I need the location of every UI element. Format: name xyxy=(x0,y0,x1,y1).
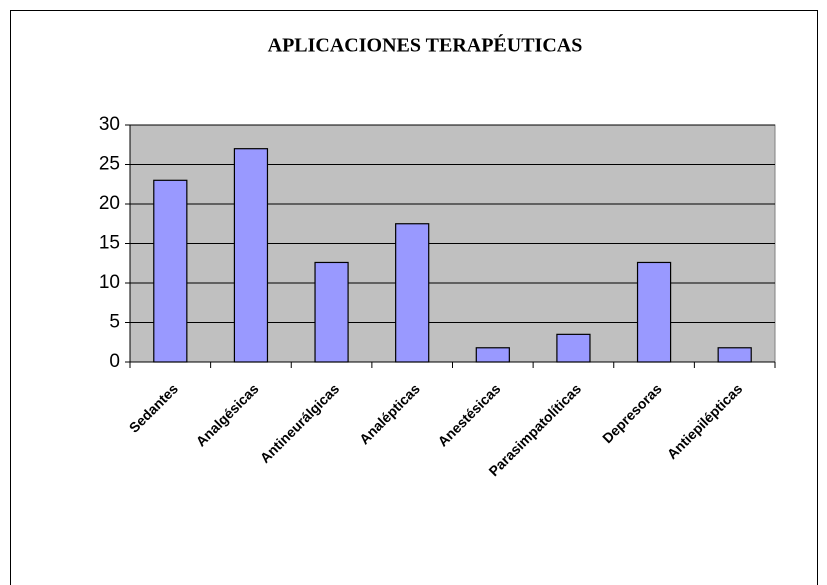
y-tick-label: 20 xyxy=(99,193,120,214)
y-tick-label: 0 xyxy=(109,351,120,372)
y-tick-label: 15 xyxy=(99,233,120,254)
bar xyxy=(395,223,430,363)
y-tick-label: 5 xyxy=(109,312,120,333)
bar xyxy=(153,179,188,363)
y-tick-label: 10 xyxy=(99,272,120,293)
bar xyxy=(556,333,591,363)
bar xyxy=(717,347,752,363)
chart-title: APLICACIONES TERAPÉUTICAS xyxy=(268,34,583,57)
bar xyxy=(475,347,510,363)
bar xyxy=(636,261,672,363)
bar xyxy=(233,148,269,363)
y-tick-label: 30 xyxy=(99,114,120,135)
y-tick-label: 25 xyxy=(99,154,120,175)
bar xyxy=(314,261,349,363)
